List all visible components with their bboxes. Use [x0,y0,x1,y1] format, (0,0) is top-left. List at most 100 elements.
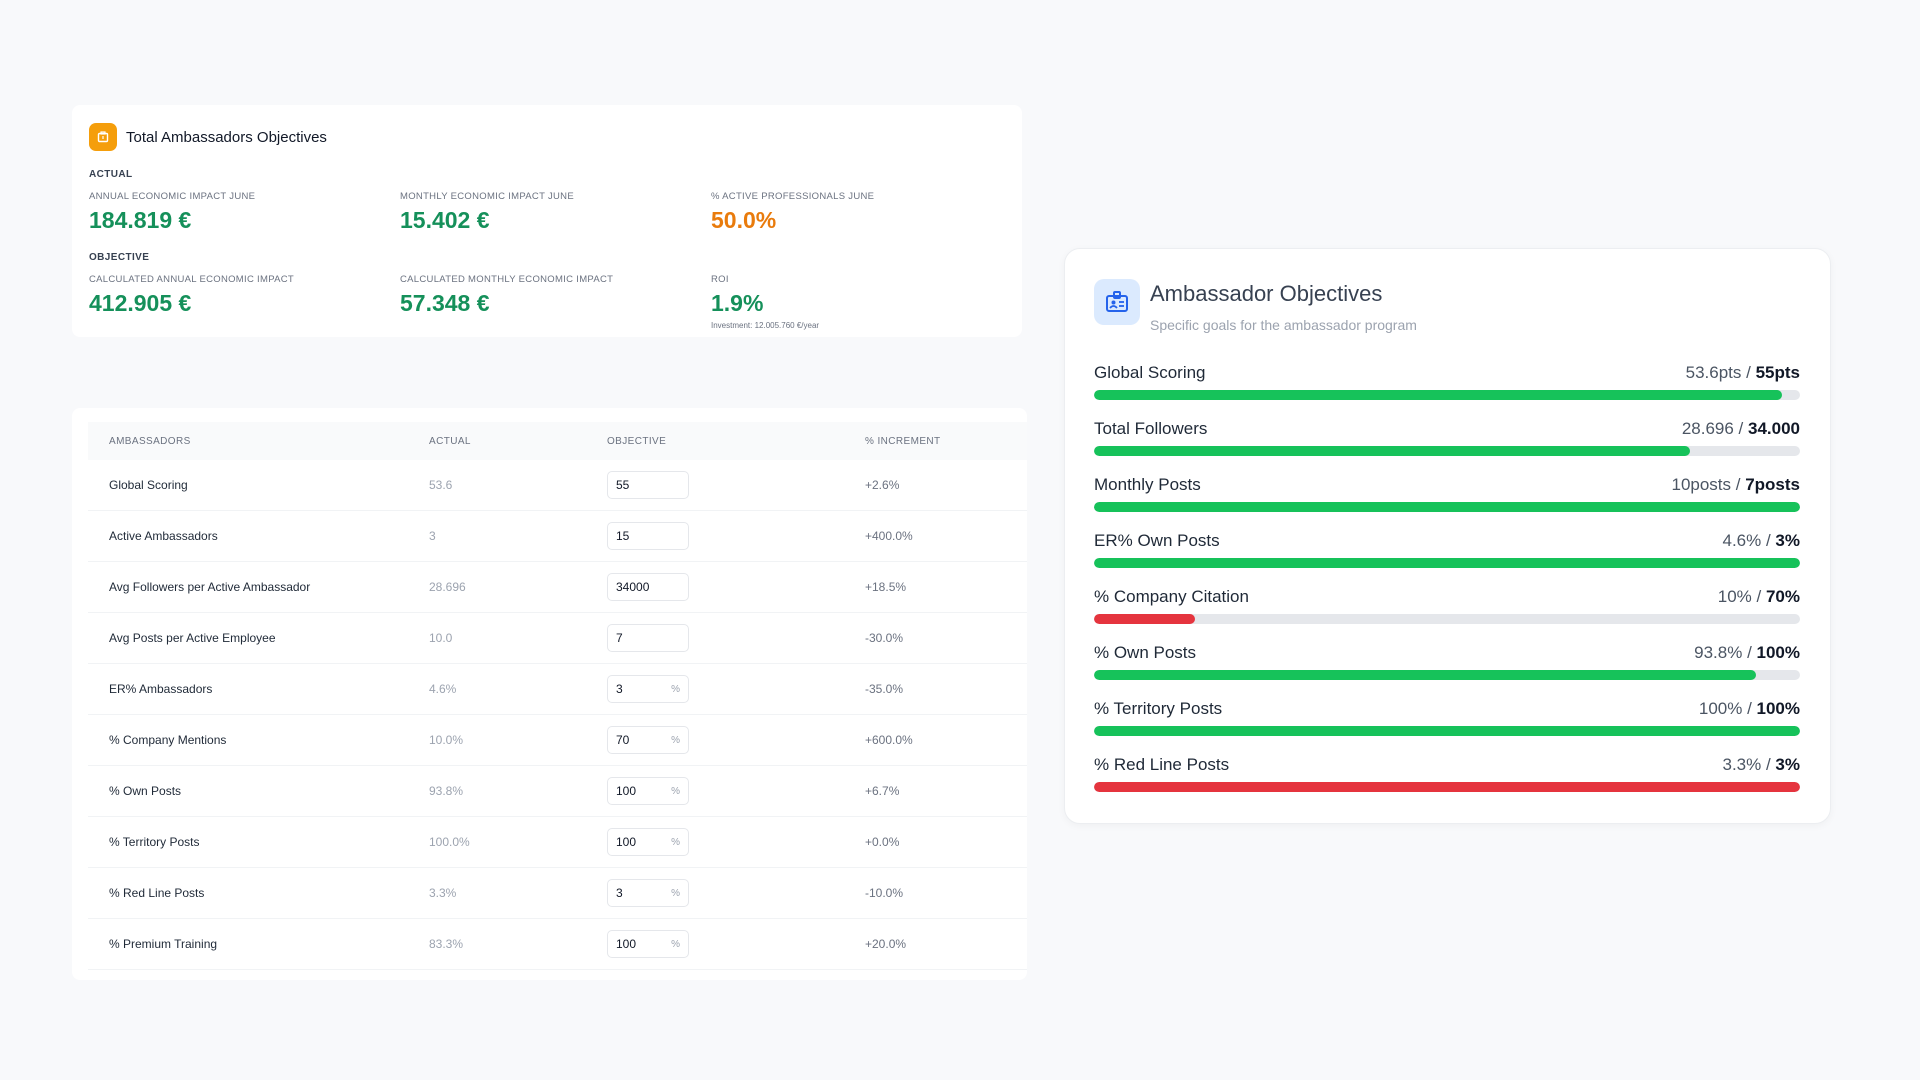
row-metric-name: Avg Followers per Active Ambassador [109,580,311,594]
row-actual-value: 3.3% [429,886,457,900]
objective-input[interactable]: 15 [607,522,689,550]
objective-input-value[interactable]: 100 [616,937,637,951]
table-row: % Red Line Posts 3.3% 3% -10.0% [88,868,1027,919]
row-increment: -35.0% [865,682,904,696]
objective-input[interactable]: 7 [607,624,689,652]
objective-input[interactable]: 70% [607,726,689,754]
metric-value: 1.9% [711,290,764,316]
table-row: Global Scoring 53.6 55 +2.6% [88,460,1027,511]
total-objectives-header: Total Ambassadors Objectives [89,123,327,151]
row-objective-cell: 15 [607,522,865,550]
row-metric-name: ER% Ambassadors [109,682,213,696]
metric-value: 15.402 € [400,207,490,233]
objective-target: 34.000 [1748,419,1800,438]
objective-target: 3% [1775,531,1800,550]
objective-input-value[interactable]: 3 [616,886,623,900]
metric-value: 412.905 € [89,290,192,316]
metric-label: ANNUAL ECONOMIC IMPACT JUNE [89,191,256,202]
column-header-increment: % INCREMENT [865,435,941,447]
objective-values: 10% / 70% [1718,587,1800,607]
objective-separator: / [1742,699,1757,718]
row-objective-cell: 100% [607,828,865,856]
row-metric-name: % Own Posts [109,784,182,798]
objective-separator: / [1731,475,1746,494]
row-actual-value: 100.0% [429,835,470,849]
column-header-objective: OBJECTIVE [607,435,667,447]
objective-actual: 3.3% [1722,755,1762,774]
objective-target: 7posts [1745,475,1800,494]
metric-calc-annual-impact: CALCULATED ANNUAL ECONOMIC IMPACT 412.90… [89,274,294,317]
progress-track [1094,558,1800,568]
metric-label: ROI [711,274,729,285]
progress-track [1094,446,1800,456]
table-row: Avg Followers per Active Ambassador 28.69… [88,562,1027,613]
row-actual-value: 53.6 [429,478,453,492]
objective-input-value[interactable]: 34000 [616,580,650,594]
objective-input[interactable]: 100% [607,930,689,958]
objective-input-value[interactable]: 7 [616,631,623,645]
row-metric-name: % Red Line Posts [109,886,205,900]
id-badge-icon [1094,279,1140,325]
objective-input-value[interactable]: 100 [616,784,637,798]
row-increment: +20.0% [865,937,907,951]
progress-track [1094,670,1800,680]
metric-label: % ACTIVE PROFESSIONALS JUNE [711,191,875,202]
objective-actual: 10posts [1671,475,1732,494]
total-objectives-title: Total Ambassadors Objectives [126,128,327,146]
metric-label: MONTHLY ECONOMIC IMPACT JUNE [400,191,574,202]
objective-target: 55pts [1755,363,1800,382]
metric-calc-monthly-impact: CALCULATED MONTHLY ECONOMIC IMPACT 57.34… [400,274,613,317]
objective-progress-item: Total Followers 28.696 / 34.000 [1094,419,1800,475]
objective-progress-item: % Company Citation 10% / 70% [1094,587,1800,643]
metric-active-professionals: % ACTIVE PROFESSIONALS JUNE 50.0% [711,191,874,234]
objective-target: 3% [1775,755,1800,774]
objective-input[interactable]: 100% [607,777,689,805]
row-objective-cell: 100% [607,777,865,805]
row-increment: +18.5% [865,580,907,594]
row-objective-cell: 7 [607,624,865,652]
objective-separator: / [1733,419,1748,438]
objective-input[interactable]: 34000 [607,573,689,601]
objective-input[interactable]: 3% [607,675,689,703]
objective-separator: / [1741,363,1756,382]
objective-values: 93.8% / 100% [1694,643,1800,663]
objective-section-label: OBJECTIVE [89,252,150,263]
row-metric-name: % Company Mentions [109,733,227,747]
row-actual-value: 10.0% [429,733,464,747]
row-objective-cell: 34000 [607,573,865,601]
progress-fill [1094,726,1800,736]
objective-values: 3.3% / 3% [1723,755,1801,775]
objective-input-value[interactable]: 15 [616,529,630,543]
objective-actual: 53.6pts [1685,363,1742,382]
objective-separator: / [1742,643,1757,662]
objective-input[interactable]: 100% [607,828,689,856]
row-actual-value: 83.3% [429,937,464,951]
objective-values: 53.6pts / 55pts [1686,363,1800,383]
objective-separator: / [1761,755,1776,774]
row-increment: +6.7% [865,784,900,798]
row-metric-name: Avg Posts per Active Employee [109,631,276,645]
row-increment: -30.0% [865,631,904,645]
metric-value: 57.348 € [400,290,490,316]
objective-progress-item: Monthly Posts 10posts / 7posts [1094,475,1800,531]
objective-values: 10posts / 7posts [1671,475,1800,495]
objective-input[interactable]: 55 [607,471,689,499]
objective-input-value[interactable]: 55 [616,478,630,492]
objective-actual: 93.8% [1694,643,1743,662]
row-metric-name: Global Scoring [109,478,188,492]
objective-target: 100% [1756,643,1800,662]
row-increment: +2.6% [865,478,900,492]
objective-progress-item: % Red Line Posts 3.3% / 3% [1094,755,1800,811]
objective-input[interactable]: 3% [607,879,689,907]
objective-input-value[interactable]: 3 [616,682,623,696]
objective-input-value[interactable]: 100 [616,835,637,849]
objective-name: % Territory Posts [1094,699,1223,718]
objectives-subtitle: Specific goals for the ambassador progra… [1150,317,1417,333]
row-actual-value: 3 [429,529,436,543]
objective-input-value[interactable]: 70 [616,733,630,747]
total-objectives-card: Total Ambassadors Objectives ACTUAL ANNU… [72,105,1022,337]
progress-fill [1094,446,1690,456]
table-row: % Premium Training 83.3% 100% +20.0% [88,919,1027,970]
objective-values: 28.696 / 34.000 [1682,419,1800,439]
row-objective-cell: 55 [607,471,865,499]
